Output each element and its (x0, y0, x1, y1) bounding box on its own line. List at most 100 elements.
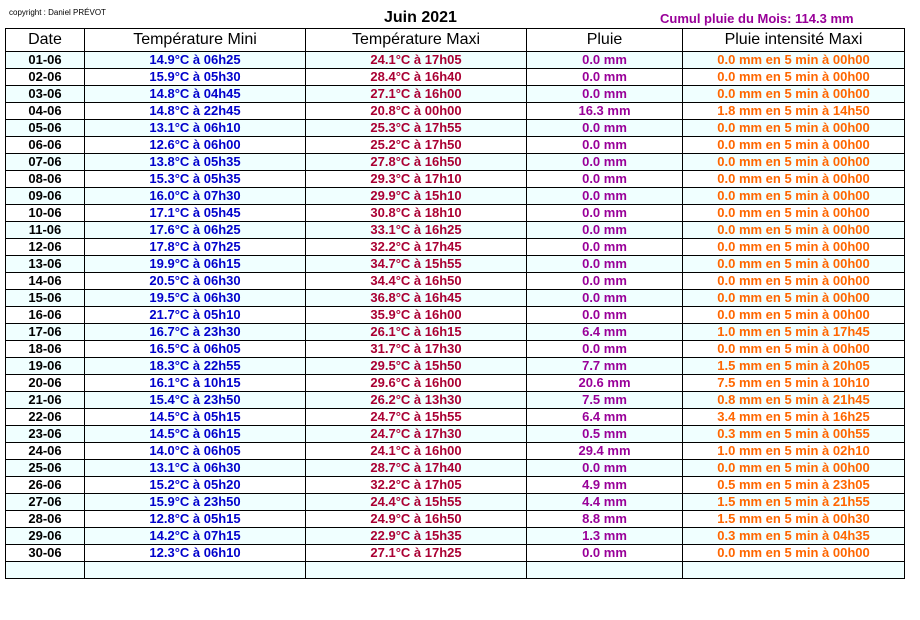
rain-intensity-cell: 0.0 mm en 5 min à 00h00 (682, 459, 905, 477)
temp-min-cell: 14.5°C à 05h15 (84, 408, 306, 426)
table-row: 22-06 14.5°C à 05h15 24.7°C à 15h55 6.4 mm 3… (5, 408, 905, 426)
temp-min-cell: 20.5°C à 06h30 (84, 272, 306, 290)
temp-max-cell: 24.1°C à 16h00 (305, 442, 527, 460)
rain-intensity-cell: 0.0 mm en 5 min à 00h00 (682, 204, 905, 222)
rain-intensity-cell: 0.3 mm en 5 min à 04h35 (682, 527, 905, 545)
temp-max-cell: 24.9°C à 16h50 (305, 510, 527, 528)
temp-max-cell: 25.2°C à 17h50 (305, 136, 527, 154)
temp-max-cell: 22.9°C à 15h35 (305, 527, 527, 545)
temp-min-cell: 21.7°C à 05h10 (84, 306, 306, 324)
date-cell: 18-06 (5, 340, 85, 358)
date-cell: 13-06 (5, 255, 85, 273)
date-cell: 15-06 (5, 289, 85, 307)
rain-cell: 0.0 mm (526, 187, 683, 205)
date-cell: 12-06 (5, 238, 85, 256)
table-row: 13-06 19.9°C à 06h15 34.7°C à 15h55 0.0 mm 0… (5, 255, 905, 273)
rain-intensity-cell: 0.5 mm en 5 min à 23h05 (682, 476, 905, 494)
temp-min-cell: 17.1°C à 05h45 (84, 204, 306, 222)
temp-min-cell: 12.6°C à 06h00 (84, 136, 306, 154)
date-cell: 09-06 (5, 187, 85, 205)
table-row: 14-06 20.5°C à 06h30 34.4°C à 16h50 0.0 mm 0… (5, 272, 905, 290)
rain-intensity-cell: 0.8 mm en 5 min à 21h45 (682, 391, 905, 409)
temp-max-cell: 29.6°C à 16h00 (305, 374, 527, 392)
temp-max-cell: 29.3°C à 17h10 (305, 170, 527, 188)
temp-max-cell: 27.8°C à 16h50 (305, 153, 527, 171)
table-row: 17-06 16.7°C à 23h30 26.1°C à 16h15 6.4 mm 1… (5, 323, 905, 341)
temp-max-cell: 20.8°C à 00h00 (305, 102, 527, 120)
rain-cell: 0.5 mm (526, 425, 683, 443)
temp-min-cell: 14.5°C à 06h15 (84, 425, 306, 443)
rain-intensity-cell: 1.8 mm en 5 min à 14h50 (682, 102, 905, 120)
temp-max-cell: 32.2°C à 17h45 (305, 238, 527, 256)
date-cell: 17-06 (5, 323, 85, 341)
date-cell: 06-06 (5, 136, 85, 154)
copyright-text: copyright : Daniel PRÉVOT (9, 8, 106, 17)
rain-intensity-cell: 0.0 mm en 5 min à 00h00 (682, 340, 905, 358)
rain-intensity-cell: 0.0 mm en 5 min à 00h00 (682, 272, 905, 290)
table-row: 25-06 13.1°C à 06h30 28.7°C à 17h40 0.0 mm 0… (5, 459, 905, 477)
rain-cell: 0.0 mm (526, 136, 683, 154)
temp-min-cell: 15.4°C à 23h50 (84, 391, 306, 409)
rain-cell: 0.0 mm (526, 459, 683, 477)
table-row: 12-06 17.8°C à 07h25 32.2°C à 17h45 0.0 mm 0… (5, 238, 905, 256)
rain-cell: 8.8 mm (526, 510, 683, 528)
footer-cell (682, 561, 905, 579)
rain-cell: 0.0 mm (526, 289, 683, 307)
table-row: 03-06 14.8°C à 04h45 27.1°C à 16h00 0.0 mm 0… (5, 85, 905, 103)
rain-cell: 4.9 mm (526, 476, 683, 494)
temp-min-cell: 19.5°C à 06h30 (84, 289, 306, 307)
temp-max-cell: 24.7°C à 17h30 (305, 425, 527, 443)
date-cell: 04-06 (5, 102, 85, 120)
rain-cell: 4.4 mm (526, 493, 683, 511)
table-row: 19-06 18.3°C à 22h55 29.5°C à 15h50 7.7 mm 1… (5, 357, 905, 375)
table-row: 10-06 17.1°C à 05h45 30.8°C à 18h10 0.0 mm 0… (5, 204, 905, 222)
temp-min-cell: 16.5°C à 06h05 (84, 340, 306, 358)
date-cell: 23-06 (5, 425, 85, 443)
rain-cell: 0.0 mm (526, 340, 683, 358)
date-cell: 19-06 (5, 357, 85, 375)
temp-max-cell: 33.1°C à 16h25 (305, 221, 527, 239)
rain-cell: 0.0 mm (526, 306, 683, 324)
rain-cell: 29.4 mm (526, 442, 683, 460)
temp-max-cell: 24.4°C à 15h55 (305, 493, 527, 511)
rain-intensity-cell: 0.3 mm en 5 min à 00h55 (682, 425, 905, 443)
temp-min-cell: 13.8°C à 05h35 (84, 153, 306, 171)
rain-cell: 0.0 mm (526, 51, 683, 69)
rain-intensity-cell: 0.0 mm en 5 min à 00h00 (682, 221, 905, 239)
date-cell: 05-06 (5, 119, 85, 137)
temp-max-cell: 25.3°C à 17h55 (305, 119, 527, 137)
temp-max-cell: 36.8°C à 16h45 (305, 289, 527, 307)
rain-cell: 20.6 mm (526, 374, 683, 392)
table-row: 05-06 13.1°C à 06h10 25.3°C à 17h55 0.0 mm 0… (5, 119, 905, 137)
date-cell: 10-06 (5, 204, 85, 222)
temp-min-cell: 18.3°C à 22h55 (84, 357, 306, 375)
table-row: 08-06 15.3°C à 05h35 29.3°C à 17h10 0.0 mm 0… (5, 170, 905, 188)
table-footer-row (5, 561, 905, 579)
table-row: 26-06 15.2°C à 05h20 32.2°C à 17h05 4.9 mm 0… (5, 476, 905, 494)
temp-max-cell: 34.4°C à 16h50 (305, 272, 527, 290)
temp-min-cell: 15.9°C à 05h30 (84, 68, 306, 86)
rain-cell: 0.0 mm (526, 272, 683, 290)
column-header-rain-intensity: Pluie intensité Maxi (682, 28, 905, 52)
rain-intensity-cell: 1.0 mm en 5 min à 02h10 (682, 442, 905, 460)
temp-min-cell: 17.6°C à 06h25 (84, 221, 306, 239)
temp-max-cell: 28.4°C à 16h40 (305, 68, 527, 86)
rain-intensity-cell: 0.0 mm en 5 min à 00h00 (682, 544, 905, 562)
temp-min-cell: 14.8°C à 04h45 (84, 85, 306, 103)
table-row: 04-06 14.8°C à 22h45 20.8°C à 00h00 16.3 mm… (5, 102, 905, 120)
rain-cell: 6.4 mm (526, 408, 683, 426)
rain-intensity-cell: 1.5 mm en 5 min à 20h05 (682, 357, 905, 375)
temp-min-cell: 12.3°C à 06h10 (84, 544, 306, 562)
table-row: 18-06 16.5°C à 06h05 31.7°C à 17h30 0.0 mm 0… (5, 340, 905, 358)
table-row: 02-06 15.9°C à 05h30 28.4°C à 16h40 0.0 mm 0… (5, 68, 905, 86)
rain-intensity-cell: 1.5 mm en 5 min à 00h30 (682, 510, 905, 528)
rain-cell: 0.0 mm (526, 544, 683, 562)
weather-table: Date Température Mini Température Maxi P… (5, 28, 905, 579)
temp-max-cell: 29.9°C à 15h10 (305, 187, 527, 205)
table-row: 16-06 21.7°C à 05h10 35.9°C à 16h00 0.0 mm 0… (5, 306, 905, 324)
rain-intensity-cell: 0.0 mm en 5 min à 00h00 (682, 119, 905, 137)
rain-cell: 0.0 mm (526, 238, 683, 256)
table-row: 30-06 12.3°C à 06h10 27.1°C à 17h25 0.0 mm 0… (5, 544, 905, 562)
table-row: 29-06 14.2°C à 07h15 22.9°C à 15h35 1.3 mm 0… (5, 527, 905, 545)
rain-cell: 0.0 mm (526, 68, 683, 86)
